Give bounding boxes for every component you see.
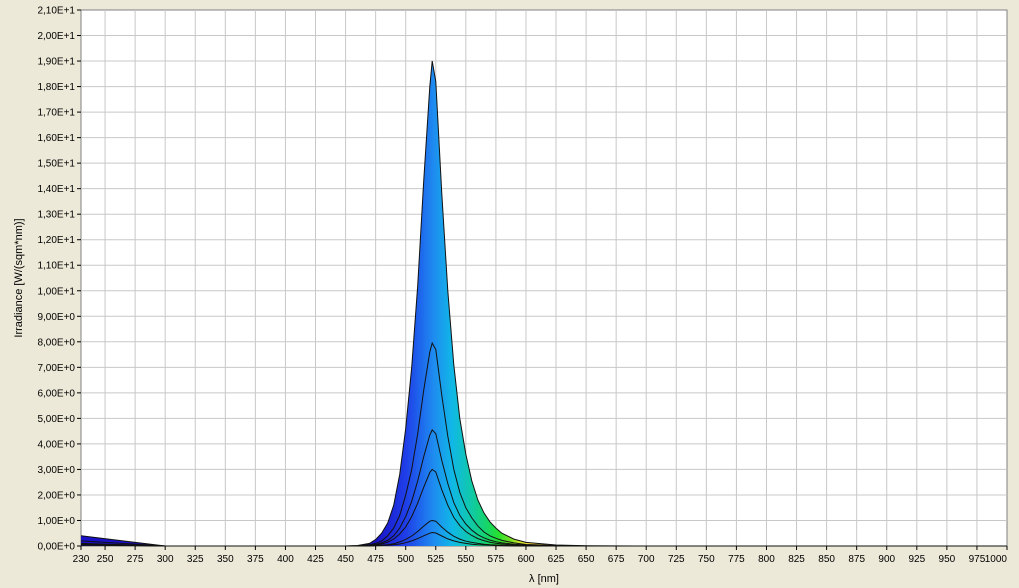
y-tick-label: 1,50E+1 [37,159,75,170]
x-tick-label: 925 [908,554,925,565]
y-tick-label: 4,00E+0 [37,439,75,450]
x-tick-label: 500 [397,554,414,565]
x-tick-label: 775 [728,554,745,565]
x-tick-label: 600 [518,554,535,565]
x-tick-label: 230 [73,554,90,565]
y-tick-label: 1,90E+1 [37,57,75,68]
x-tick-label: 825 [788,554,805,565]
x-tick-label: 525 [427,554,444,565]
y-tick-label: 3,00E+0 [37,465,75,476]
y-axis: 0,00E+0 1,00E+0 2,00E+0 3,00E+0 4,00E+0 5,00E… [37,6,81,553]
x-tick-label: 1000 [985,554,1008,565]
y-tick-label: 0,00E+0 [37,542,75,553]
x-tick-label: 850 [818,554,835,565]
y-tick-label: 7,00E+0 [37,363,75,374]
x-tick-label: 700 [638,554,655,565]
y-axis-title: Irradiance [W/(sqm*nm)] [13,218,25,337]
x-tick-label: 375 [247,554,264,565]
x-tick-label: 325 [187,554,204,565]
y-tick-label: 1,00E+0 [37,516,75,527]
y-tick-label: 1,30E+1 [37,210,75,221]
x-tick-label: 575 [488,554,505,565]
y-tick-label: 1,20E+1 [37,235,75,246]
x-tick-label: 450 [337,554,354,565]
y-tick-label: 1,40E+1 [37,184,75,195]
y-tick-label: 6,00E+0 [37,388,75,399]
y-tick-label: 2,00E+0 [37,490,75,501]
y-tick-label: 1,60E+1 [37,133,75,144]
plot-area [80,9,1008,547]
x-tick-label: 975 [969,554,986,565]
y-tick-label: 2,00E+1 [37,31,75,42]
x-tick-label: 400 [277,554,294,565]
x-tick-label: 475 [367,554,384,565]
series-line-1 [80,60,1007,547]
x-tick-label: 950 [939,554,956,565]
y-tick-label: 1,10E+1 [37,261,75,272]
x-tick-label: 350 [217,554,234,565]
y-tick-label: 1,80E+1 [37,82,75,93]
series-layer [80,60,1007,547]
x-tick-label: 300 [157,554,174,565]
x-tick-label: 650 [578,554,595,565]
x-tick-label: 625 [548,554,565,565]
x-tick-label: 550 [457,554,474,565]
y-tick-label: 5,00E+0 [37,414,75,425]
y-tick-label: 1,00E+1 [37,286,75,297]
series-line-6 [80,531,1007,547]
y-tick-label: 9,00E+0 [37,312,75,323]
y-tick-label: 8,00E+0 [37,337,75,348]
x-tick-label: 875 [848,554,865,565]
x-tick-label: 675 [608,554,625,565]
y-tick-label: 2,10E+1 [37,6,75,17]
series-line-2 [80,341,1007,547]
y-tick-label: 1,70E+1 [37,108,75,119]
x-tick-label: 800 [758,554,775,565]
x-tick-label: 250 [97,554,114,565]
x-tick-label: 275 [127,554,144,565]
x-axis-title: λ [nm] [529,573,559,585]
x-tick-label: 750 [698,554,715,565]
x-axis: 230 250 275 300 325 350 375 400 425 450 475 500 525 5… [73,546,1008,565]
x-tick-label: 900 [878,554,895,565]
x-tick-label: 425 [307,554,324,565]
x-tick-label: 725 [668,554,685,565]
grid-lines [81,10,1007,546]
